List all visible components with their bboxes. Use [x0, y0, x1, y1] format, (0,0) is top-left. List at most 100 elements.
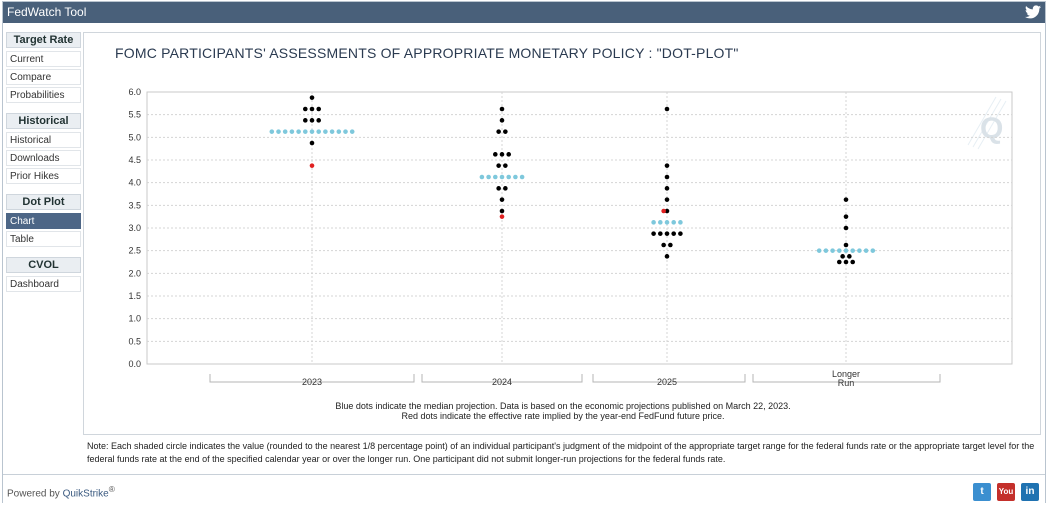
- sidebar-section-dot-plot: Dot Plot: [6, 194, 81, 210]
- median-dot: [823, 248, 829, 253]
- y-tick-label: 0.5: [128, 336, 141, 346]
- median-dot: [658, 220, 663, 225]
- sidebar-item-chart[interactable]: Chart: [6, 213, 81, 229]
- sidebar: Target Rate Current Compare Probabilitie…: [6, 32, 81, 294]
- participant-dot: [316, 106, 321, 112]
- median-dot: [857, 248, 862, 253]
- participant-dot: [658, 231, 663, 236]
- x-tick-label: Longer: [832, 369, 860, 379]
- median-dot: [336, 129, 342, 134]
- powered-by: Powered by QuikStrike®: [7, 484, 115, 499]
- median-dot: [329, 129, 335, 134]
- participant-dot: [840, 254, 845, 259]
- x-tick-label: 2024: [492, 377, 512, 387]
- participant-dot: [496, 186, 501, 191]
- participant-dot: [664, 186, 670, 191]
- median-caption: Blue dots indicate the median projection…: [335, 401, 791, 411]
- participant-dot: [651, 231, 656, 236]
- implied-rate-dot: [309, 163, 315, 168]
- median-dot: [506, 174, 512, 180]
- participant-dot: [847, 254, 852, 259]
- median-dot: [671, 220, 676, 225]
- youtube-icon[interactable]: You: [997, 483, 1015, 501]
- participant-dot: [668, 242, 673, 248]
- median-dot: [349, 129, 355, 134]
- participant-dot: [499, 197, 505, 202]
- participant-dot: [303, 106, 308, 112]
- dot-plot-chart: Q 0.0 0.5 1.0 1.5 2.0 2.5 3.0 3.5 4.0 4.5 5.0 5.5 6.…: [128, 87, 1013, 388]
- participant-dot: [499, 118, 505, 123]
- median-dot: [303, 129, 308, 134]
- chart-title: FOMC PARTICIPANTS' ASSESSMENTS OF APPROP…: [115, 45, 739, 61]
- sidebar-item-compare[interactable]: Compare: [6, 69, 81, 85]
- participant-dot: [496, 163, 501, 168]
- median-dot: [479, 174, 485, 180]
- participant-dot: [503, 186, 508, 191]
- participant-dot: [664, 208, 670, 214]
- category-bracket: [592, 374, 746, 383]
- sidebar-item-downloads[interactable]: Downloads: [6, 150, 81, 166]
- category-bracket: [209, 374, 415, 383]
- twitter-icon[interactable]: [1025, 5, 1041, 19]
- sidebar-item-dashboard[interactable]: Dashboard: [6, 276, 81, 292]
- implied-rate-dot: [499, 214, 505, 219]
- quikstrike-watermark-icon: Q: [967, 96, 1007, 150]
- participant-dot: [664, 254, 670, 259]
- linkedin-icon[interactable]: in: [1021, 483, 1039, 501]
- median-dot: [493, 174, 498, 180]
- participant-dot: [493, 152, 498, 157]
- y-tick-label: 0.0: [128, 359, 141, 369]
- y-tick-label: 3.5: [128, 200, 141, 210]
- participant-dot: [843, 197, 849, 202]
- participant-dot: [503, 163, 508, 168]
- median-dot: [289, 129, 295, 134]
- median-dot: [486, 174, 491, 180]
- median-dot: [678, 220, 683, 225]
- participant-dot: [664, 231, 670, 236]
- sidebar-item-prior-hikes[interactable]: Prior Hikes: [6, 168, 81, 184]
- participant-dot: [850, 259, 855, 265]
- powered-by-label: Powered by: [7, 488, 60, 500]
- participant-dot: [309, 118, 315, 123]
- median-dot: [499, 174, 505, 180]
- median-dot: [316, 129, 321, 134]
- category-bracket: [752, 374, 941, 383]
- sidebar-item-probabilities[interactable]: Probabilities: [6, 87, 81, 103]
- y-tick-label: 3.0: [128, 223, 141, 233]
- median-dot: [276, 129, 281, 134]
- x-tick-label: 2023: [302, 377, 322, 387]
- participant-dot: [671, 231, 676, 236]
- median-dot: [651, 220, 656, 225]
- participant-dot: [499, 208, 505, 214]
- sidebar-section-historical: Historical: [6, 113, 81, 129]
- sidebar-item-historical[interactable]: Historical: [6, 132, 81, 148]
- participant-dot: [309, 95, 315, 100]
- brand-link[interactable]: QuikStrike: [62, 488, 109, 500]
- chart-panel: FOMC PARTICIPANTS' ASSESSMENTS OF APPROP…: [83, 32, 1041, 435]
- twitter-share-icon[interactable]: t: [973, 483, 991, 501]
- y-tick-label: 4.0: [128, 178, 141, 188]
- y-tick-label: 2.5: [128, 246, 141, 256]
- median-dot: [323, 129, 328, 134]
- y-tick-label: 1.0: [128, 314, 141, 324]
- svg-text:Q: Q: [980, 112, 1003, 145]
- sidebar-item-table[interactable]: Table: [6, 231, 81, 247]
- category-bracket: [421, 374, 583, 383]
- median-dot: [850, 248, 855, 253]
- median-dot: [296, 129, 301, 134]
- x-tick-label: Run: [838, 378, 855, 388]
- participant-dot: [303, 118, 308, 123]
- participant-dot: [661, 242, 666, 248]
- participant-dot: [496, 129, 501, 134]
- sidebar-item-current[interactable]: Current: [6, 51, 81, 67]
- participant-dot: [843, 214, 849, 219]
- participant-dot: [309, 140, 315, 146]
- app-title: FedWatch Tool: [7, 5, 87, 19]
- median-dot: [664, 220, 670, 225]
- x-tick-label: 2025: [657, 377, 677, 387]
- participant-dot: [499, 152, 505, 157]
- median-dot: [343, 129, 348, 134]
- implied-caption: Red dots indicate the effective rate imp…: [401, 411, 725, 421]
- participant-dot: [837, 259, 842, 265]
